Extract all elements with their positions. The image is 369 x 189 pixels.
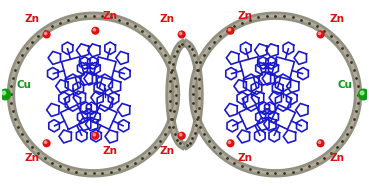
Circle shape	[318, 32, 321, 35]
Circle shape	[93, 29, 96, 31]
Text: Zn: Zn	[103, 146, 118, 156]
Circle shape	[318, 141, 321, 143]
Circle shape	[92, 132, 99, 139]
Circle shape	[228, 141, 231, 143]
Circle shape	[179, 134, 182, 136]
Circle shape	[179, 32, 182, 35]
Circle shape	[2, 91, 6, 95]
Text: Zn: Zn	[24, 153, 39, 163]
Circle shape	[227, 140, 234, 147]
Circle shape	[178, 31, 185, 38]
Circle shape	[317, 31, 324, 38]
Circle shape	[93, 134, 96, 136]
Text: Cu: Cu	[337, 80, 352, 90]
Circle shape	[44, 32, 47, 35]
Text: Zn: Zn	[159, 14, 174, 24]
Circle shape	[43, 140, 50, 147]
Circle shape	[44, 141, 47, 143]
Circle shape	[227, 27, 234, 34]
Circle shape	[92, 27, 99, 34]
Text: Cu: Cu	[17, 80, 32, 90]
Circle shape	[358, 89, 369, 100]
Text: Zn: Zn	[24, 14, 39, 24]
Text: Zn: Zn	[238, 153, 253, 163]
Text: Zn: Zn	[103, 11, 118, 21]
Text: Zn: Zn	[159, 146, 174, 156]
Circle shape	[228, 29, 231, 31]
Circle shape	[43, 31, 50, 38]
Text: Zn: Zn	[330, 153, 345, 163]
Circle shape	[0, 89, 11, 100]
Circle shape	[360, 91, 364, 95]
Circle shape	[178, 132, 185, 139]
Text: Zn: Zn	[238, 11, 253, 21]
Circle shape	[317, 140, 324, 147]
Text: Zn: Zn	[330, 14, 345, 24]
